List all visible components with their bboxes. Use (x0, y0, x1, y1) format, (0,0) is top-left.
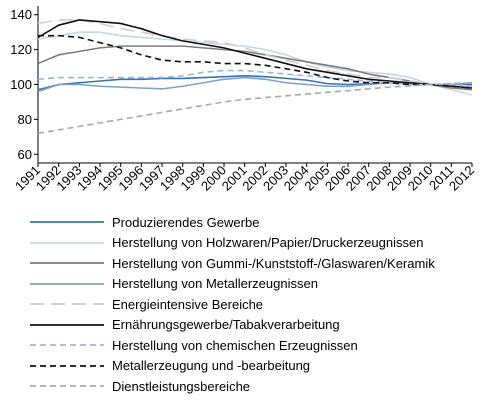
legend-swatch (30, 282, 104, 285)
y-tick-label: 120 (10, 42, 32, 57)
legend-label: Herstellung von Metallerzeugnissen (112, 276, 318, 292)
legend-swatch (30, 385, 104, 388)
legend-item: Herstellung von chemischen Erzeugnissen (30, 335, 480, 356)
legend-item: Metallerzeugung und -bearbeitung (30, 356, 480, 377)
legend-label: Herstellung von Holzwaren/Papier/Drucker… (112, 235, 424, 251)
legend-item: Herstellung von Holzwaren/Papier/Drucker… (30, 233, 480, 254)
legend-item: Herstellung von Gummi-/Kunststoff-/Glasw… (30, 253, 480, 274)
series-line-7 (37, 69, 473, 88)
legend-label: Dienstleistungsbereiche (112, 378, 251, 394)
y-tick-label: 100 (10, 77, 32, 92)
y-axis: 60 80 100 120 140 (10, 6, 39, 163)
series-line-6 (37, 19, 473, 89)
series-line-5 (37, 19, 473, 89)
y-tick-label: 140 (10, 7, 32, 22)
legend: Produzierendes Gewerbe Herstellung von Ho… (30, 212, 480, 397)
legend-label: Herstellung von Gummi-/Kunststoff-/Glasw… (112, 255, 435, 271)
series-layer (37, 19, 473, 135)
legend-swatch (30, 323, 104, 326)
series-line-9 (37, 81, 473, 135)
y-tick-label: 60 (18, 147, 32, 162)
legend-item: Herstellung von Metallerzeugnissen (30, 274, 480, 295)
x-axis: 1991199219931994199519961997199819992000… (12, 162, 477, 194)
legend-item: Energieintensive Bereiche (30, 294, 480, 315)
legend-swatch (30, 344, 104, 347)
legend-label: Ernährungsgewerbe/Tabakverarbeitung (112, 317, 340, 333)
line-chart: 60 80 100 120 140 19911992199319941995199619… (10, 6, 477, 194)
legend-item: Ernährungsgewerbe/Tabakverarbeitung (30, 315, 480, 336)
legend-label: Produzierendes Gewerbe (112, 214, 260, 230)
legend-swatch (30, 364, 104, 367)
legend-swatch (30, 241, 104, 244)
legend-label: Metallerzeugung und -bearbeitung (112, 358, 311, 374)
series-line-2 (37, 31, 473, 96)
x-tick-label: 2012 (446, 163, 477, 194)
series-line-8 (38, 34, 473, 89)
legend-swatch (30, 221, 104, 224)
legend-label: Energieintensive Bereiche (112, 296, 264, 312)
legend-item: Produzierendes Gewerbe (30, 212, 480, 233)
legend-swatch (30, 303, 104, 306)
legend-item: Dienstleistungsbereiche (30, 376, 480, 397)
y-tick-label: 80 (18, 112, 32, 127)
legend-label: Herstellung von chemischen Erzeugnissen (112, 337, 358, 353)
legend-swatch (30, 262, 104, 265)
